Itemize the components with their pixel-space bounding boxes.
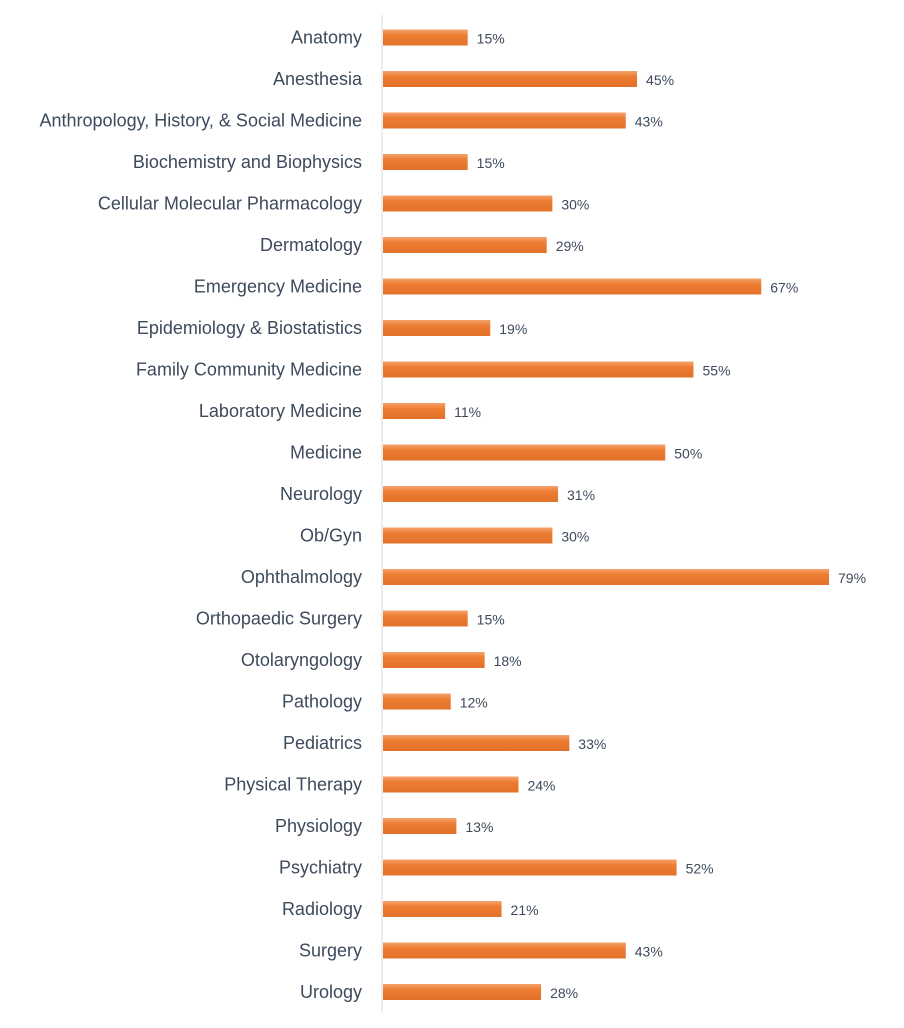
bar-7 xyxy=(383,320,491,336)
bar-0 xyxy=(383,29,468,46)
bar-5 xyxy=(383,237,547,253)
value-label-16: 12% xyxy=(460,695,488,711)
bar-4 xyxy=(383,195,553,212)
category-label-22: Surgery xyxy=(299,941,362,961)
bar-1 xyxy=(383,71,638,87)
bar-13 xyxy=(383,569,829,585)
value-label-20: 52% xyxy=(686,861,714,877)
category-label-1: Anesthesia xyxy=(273,69,363,89)
bar-9 xyxy=(383,403,446,419)
value-label-21: 21% xyxy=(511,902,539,918)
value-label-1: 45% xyxy=(646,72,674,88)
value-label-8: 55% xyxy=(703,363,731,379)
value-label-23: 28% xyxy=(550,985,578,1001)
bar-22 xyxy=(383,942,626,959)
value-label-9: 11% xyxy=(454,404,481,420)
value-label-18: 24% xyxy=(527,778,555,794)
bar-12 xyxy=(383,527,553,544)
bar-15 xyxy=(383,652,485,668)
value-label-10: 50% xyxy=(674,446,702,462)
category-label-7: Epidemiology & Biostatistics xyxy=(137,318,362,338)
bar-18 xyxy=(383,776,519,793)
bar-6 xyxy=(383,278,762,295)
bar-2 xyxy=(383,112,626,129)
category-label-2: Anthropology, History, & Social Medicine xyxy=(40,111,362,131)
value-label-3: 15% xyxy=(477,155,505,171)
bar-23 xyxy=(383,984,542,1000)
bar-10 xyxy=(383,444,666,461)
category-label-13: Ophthalmology xyxy=(241,567,362,587)
bar-16 xyxy=(383,693,451,710)
category-label-11: Neurology xyxy=(280,484,362,504)
category-label-10: Medicine xyxy=(290,443,362,463)
category-label-18: Physical Therapy xyxy=(224,775,362,795)
value-label-4: 30% xyxy=(561,197,589,213)
value-label-22: 43% xyxy=(635,944,663,960)
bar-14 xyxy=(383,610,468,627)
category-label-14: Orthopaedic Surgery xyxy=(196,609,362,629)
bar-19 xyxy=(383,818,457,834)
value-label-19: 13% xyxy=(465,819,493,835)
bars-group xyxy=(383,29,829,1000)
value-label-13: 79% xyxy=(838,570,866,586)
category-label-20: Psychiatry xyxy=(279,858,362,878)
category-label-17: Pediatrics xyxy=(283,733,362,753)
category-label-23: Urology xyxy=(300,982,362,1002)
category-label-21: Radiology xyxy=(282,899,362,919)
category-label-19: Physiology xyxy=(275,816,362,836)
value-label-7: 19% xyxy=(499,321,527,337)
value-label-14: 15% xyxy=(477,612,505,628)
value-labels-group: 15% 45% 43% 15% 30% 29% 67% 19% 55% 11% 50% 31% 30% 7… xyxy=(454,31,866,1002)
bar-17 xyxy=(383,735,570,751)
category-label-4: Cellular Molecular Pharmacology xyxy=(98,194,362,214)
bar-3 xyxy=(383,154,468,170)
category-label-15: Otolaryngology xyxy=(241,650,362,670)
category-label-8: Family Community Medicine xyxy=(136,360,362,380)
category-label-16: Pathology xyxy=(282,692,362,712)
category-label-9: Laboratory Medicine xyxy=(199,401,362,421)
value-label-5: 29% xyxy=(556,238,584,254)
value-label-12: 30% xyxy=(561,529,589,545)
bar-8 xyxy=(383,361,694,378)
value-label-11: 31% xyxy=(567,487,595,503)
value-label-6: 67% xyxy=(770,280,798,296)
category-label-12: Ob/Gyn xyxy=(300,526,362,546)
bar-21 xyxy=(383,901,502,917)
value-label-17: 33% xyxy=(578,736,606,752)
value-label-0: 15% xyxy=(477,31,505,47)
bar-11 xyxy=(383,486,559,502)
category-label-5: Dermatology xyxy=(260,235,362,255)
category-labels-group: Anatomy Anesthesia Anthropology, History, … xyxy=(40,28,363,1003)
category-label-3: Biochemistry and Biophysics xyxy=(133,152,362,172)
category-label-6: Emergency Medicine xyxy=(194,277,362,297)
category-label-0: Anatomy xyxy=(291,28,362,48)
value-label-15: 18% xyxy=(494,653,522,669)
value-label-2: 43% xyxy=(635,114,663,130)
bar-20 xyxy=(383,859,677,876)
